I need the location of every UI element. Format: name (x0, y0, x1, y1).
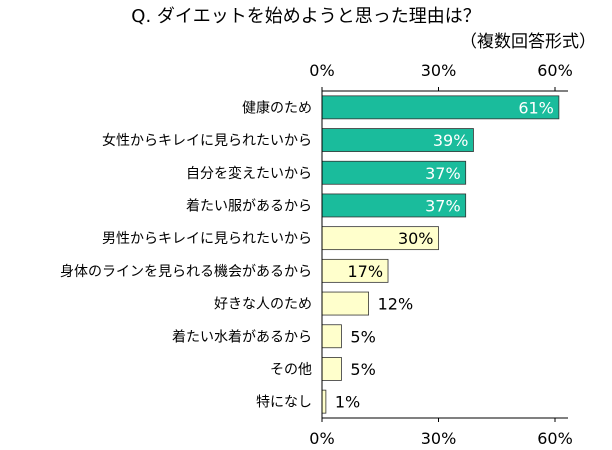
bar (321, 389, 327, 414)
value-label: 61% (518, 98, 554, 117)
value-label: 12% (378, 295, 414, 314)
x-tick-label-top: 60% (537, 61, 573, 80)
bar (321, 357, 342, 381)
bar (321, 324, 342, 349)
x-tick-label-top: 30% (421, 61, 457, 80)
value-label: 1% (335, 393, 360, 412)
value-label: 5% (350, 327, 375, 346)
category-label: 着たい水着があるから (172, 329, 312, 345)
bar (321, 291, 369, 316)
category-label: 身体のラインを見られる機会があるから (60, 264, 312, 280)
x-tick-label-bottom: 0% (309, 429, 334, 448)
x-tick-label-top: 0% (309, 61, 334, 80)
x-tick-label-bottom: 30% (421, 429, 457, 448)
value-label: 37% (425, 196, 461, 215)
chart-title: Q. ダイエットを始めようと思った理由は？ (131, 6, 481, 27)
category-label: 男性からキレイに見られたいから (102, 231, 312, 247)
value-label: 17% (347, 262, 383, 281)
category-label: その他 (270, 362, 312, 378)
value-label: 30% (398, 229, 434, 248)
category-label: 自分を変えたいから (186, 165, 312, 182)
value-label: 37% (425, 164, 461, 183)
category-label: 特になし (256, 395, 312, 411)
x-tick-label-bottom: 60% (537, 429, 573, 448)
category-label: 女性からキレイに見られたいから (102, 132, 312, 149)
category-label: 健康のため (242, 99, 312, 116)
value-label: 5% (350, 360, 375, 379)
category-label: 好きな人のため (214, 297, 312, 313)
category-label: 着たい服があるから (186, 198, 312, 214)
chart-subtitle: （複数回答形式） (460, 32, 596, 52)
value-label: 39% (433, 131, 469, 150)
